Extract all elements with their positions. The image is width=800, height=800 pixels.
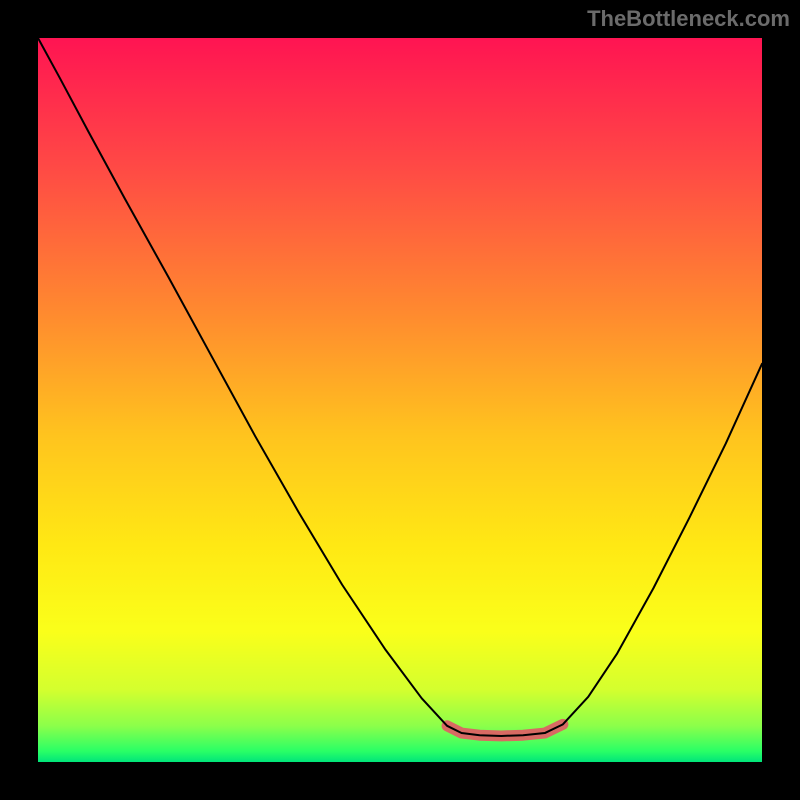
plot-svg [38,38,762,762]
plot-area [38,38,762,762]
frame-bottom [0,762,800,800]
watermark-text: TheBottleneck.com [587,6,790,32]
frame-right [762,0,800,800]
frame-left [0,0,38,800]
plot-background [38,38,762,762]
chart-container: TheBottleneck.com [0,0,800,800]
